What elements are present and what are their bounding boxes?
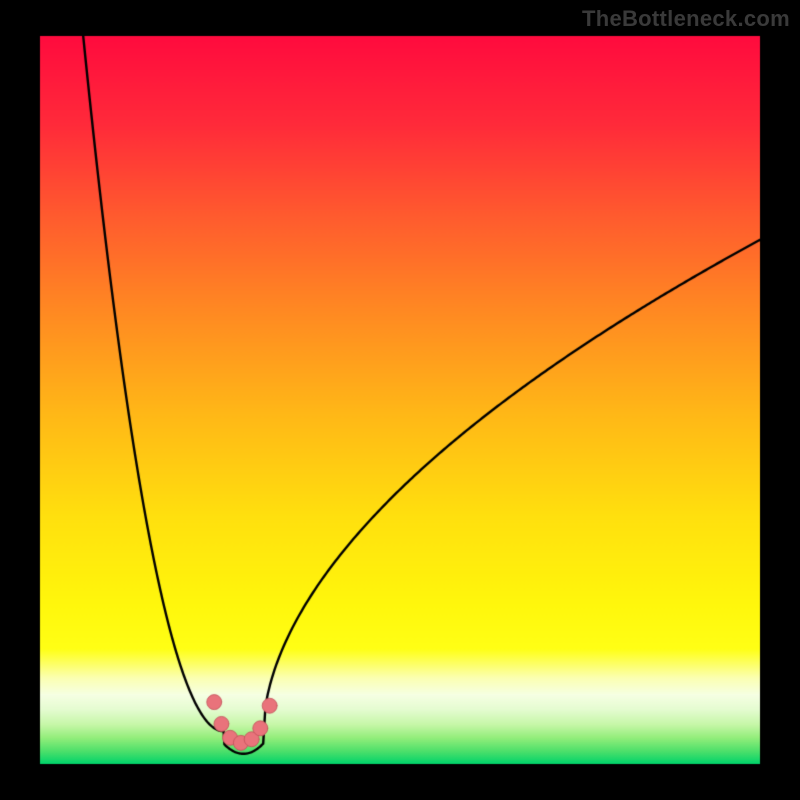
bottleneck-curve-chart: [0, 0, 800, 800]
chart-stage: TheBottleneck.com: [0, 0, 800, 800]
watermark-label: TheBottleneck.com: [582, 6, 790, 32]
